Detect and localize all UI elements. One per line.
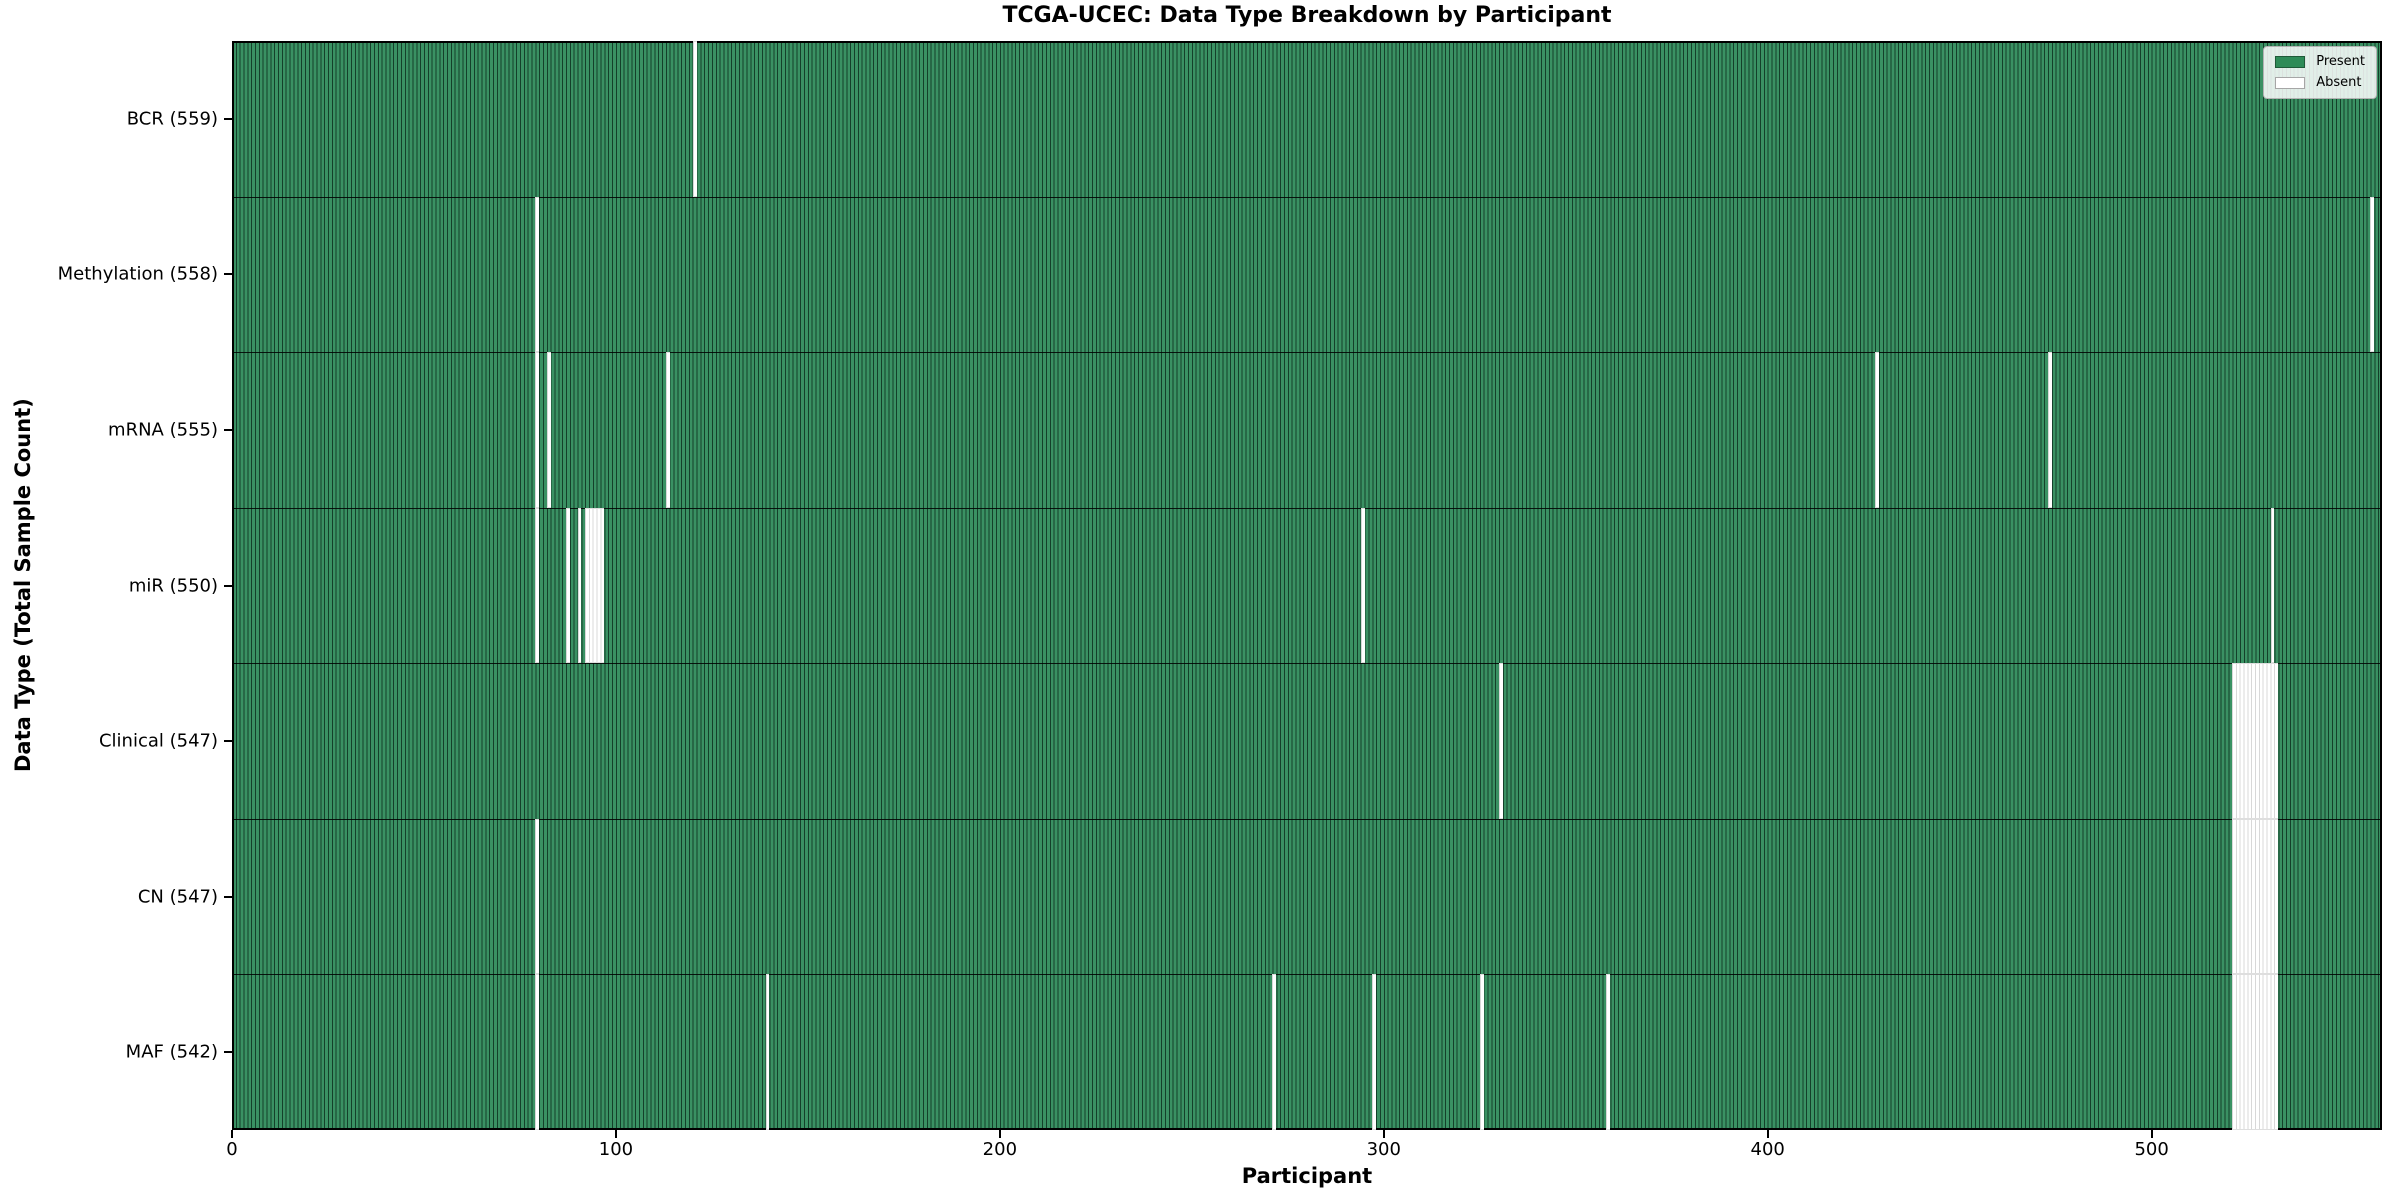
plot-area: Present Absent [232,41,2382,1130]
absent-gap [535,507,540,664]
absent-gap [1498,663,1503,819]
y-tick-mark [224,740,232,743]
x-tick-label: 500 [2134,1139,2169,1160]
x-tick-label: 300 [1366,1139,1401,1160]
y-tick-mark [224,428,232,431]
absent-gap [585,507,605,664]
chart-title: TCGA-UCEC: Data Type Breakdown by Partic… [1002,3,1612,28]
y-tick-mark [224,1051,232,1054]
x-tick-label: 100 [598,1139,634,1160]
absent-gap [692,41,697,197]
legend-item-absent: Absent [2275,76,2365,90]
absent-gap [1479,974,1484,1130]
absent-gap [1360,507,1365,664]
x-tick-mark [614,1130,617,1138]
x-tick-label: 0 [226,1139,238,1160]
row-separator [232,196,2382,198]
absent-gap [765,974,770,1130]
absent-gap [2270,507,2275,664]
x-tick-label: 200 [982,1139,1018,1160]
absent-gap [2370,196,2375,353]
absent-gap [1272,974,1277,1130]
absent-gap [2232,974,2279,1130]
absent-gap [2232,663,2279,819]
absent-gap [577,507,582,664]
y-tick-label: Clinical (547) [98,730,218,752]
y-tick-label: CN (547) [137,886,218,908]
legend-label-present: Present [2316,54,2365,69]
y-tick-mark [224,584,232,587]
row-separator [232,352,2382,354]
x-axis-title: Participant [1241,1164,1373,1188]
absent-gap [2232,818,2279,975]
y-tick-mark [224,273,232,276]
absent-gap [1372,974,1377,1130]
y-tick-label: Methylation (558) [57,263,218,285]
absent-gap [1875,352,1880,508]
absent-gap [546,352,551,508]
y-tick-label: MAF (542) [125,1041,218,1063]
y-tick-label: mRNA (555) [108,419,218,441]
absent-gap [1606,974,1611,1130]
legend-swatch-present-icon [2275,56,2306,68]
legend: Present Absent [2263,46,2377,99]
x-tick-mark [998,1130,1001,1138]
absent-gap [2047,352,2052,508]
x-tick-mark [2150,1130,2153,1138]
row-separator [232,663,2382,665]
absent-gap [535,974,540,1130]
y-tick-label: BCR (559) [126,108,218,130]
absent-gap [566,507,570,664]
absent-gap [535,352,540,508]
x-tick-label: 400 [1750,1139,1785,1160]
absent-gap [665,352,670,508]
x-tick-mark [1766,1130,1769,1138]
y-tick-mark [224,895,232,898]
row-separator [232,818,2382,820]
absent-gap [535,196,540,353]
y-tick-mark [224,117,232,120]
row-separator [232,974,2382,976]
x-tick-mark [231,1130,233,1138]
row-separator [232,507,2382,509]
legend-swatch-absent-icon [2275,77,2306,89]
x-tick-mark [1382,1130,1385,1138]
legend-item-present: Present [2275,55,2365,69]
legend-label-absent: Absent [2316,75,2362,90]
absent-gap [535,818,540,975]
y-tick-label: miR (550) [128,575,218,596]
